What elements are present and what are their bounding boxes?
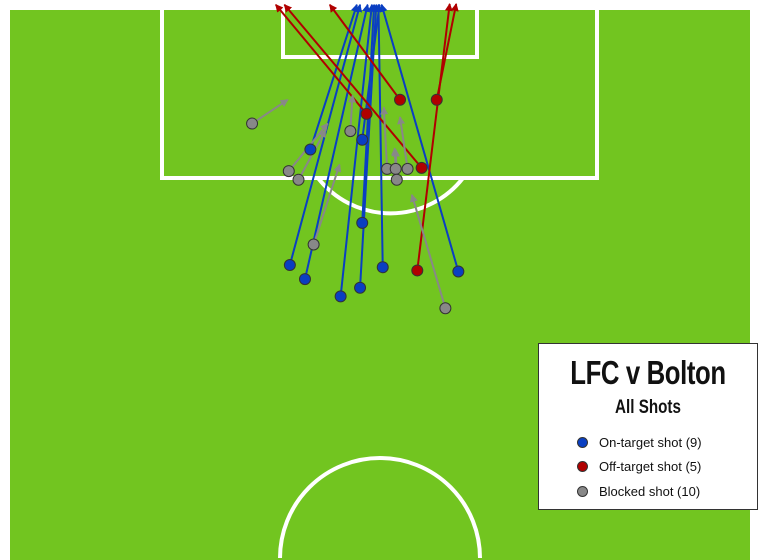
on-target-shot-trajectory bbox=[309, 3, 359, 150]
blocked-shot-trajectory bbox=[410, 193, 447, 309]
legend-item-blocked: Blocked shot (10) bbox=[577, 479, 702, 504]
legend-label: Off-target shot (5) bbox=[599, 459, 702, 475]
penalty-arc bbox=[316, 176, 465, 216]
off-target-shot-trajectory bbox=[329, 3, 401, 101]
legend-item-off-target: Off-target shot (5) bbox=[577, 455, 702, 480]
legend: LFC v Bolton All Shots On-target shot (9… bbox=[538, 343, 758, 510]
legend-label: On-target shot (9) bbox=[599, 434, 702, 450]
on-target-shot-point bbox=[304, 143, 317, 156]
off-target-shot-trajectory bbox=[416, 3, 453, 271]
on-target-shot-point bbox=[334, 290, 347, 303]
on-target-shot-point bbox=[452, 265, 465, 278]
legend-label: Blocked shot (10) bbox=[599, 483, 701, 499]
chart-subtitle: All Shots bbox=[615, 397, 681, 418]
blocked-shot-point bbox=[292, 173, 305, 186]
on-target-shot-point bbox=[376, 261, 389, 274]
chart-title: LFC v Bolton bbox=[570, 354, 726, 391]
blocked-shot-point bbox=[282, 165, 295, 178]
off-target-shot-point bbox=[360, 107, 373, 120]
penalty-box bbox=[160, 0, 599, 180]
on-target-shot-point bbox=[283, 259, 296, 272]
blocked-shot-trajectory bbox=[397, 116, 409, 170]
blocked-shot-trajectory bbox=[380, 106, 389, 169]
centre-circle bbox=[278, 456, 482, 559]
on-target-shot-point bbox=[298, 273, 311, 286]
blocked-shot-point bbox=[344, 125, 357, 138]
blocked-shot-trajectory bbox=[251, 98, 289, 125]
legend-swatch bbox=[577, 436, 588, 448]
off-target-shot-trajectory bbox=[283, 3, 423, 169]
off-target-shot-point bbox=[394, 93, 407, 106]
off-target-shot-point bbox=[415, 161, 428, 174]
on-target-shot-trajectory bbox=[304, 3, 370, 280]
blocked-shot-point bbox=[390, 173, 403, 186]
legend-swatch bbox=[577, 485, 588, 497]
blocked-shot-point bbox=[439, 302, 452, 315]
blocked-shot-trajectory bbox=[312, 163, 342, 245]
on-target-shot-point bbox=[356, 133, 369, 146]
legend-swatch bbox=[577, 461, 588, 473]
blocked-shot-point bbox=[389, 162, 402, 175]
blocked-shot-point bbox=[307, 238, 320, 251]
blocked-shot-point bbox=[401, 162, 414, 175]
on-target-shot-point bbox=[356, 216, 369, 229]
blocked-shot-point bbox=[246, 117, 259, 130]
on-target-shot-trajectory bbox=[379, 3, 460, 272]
legend-item-on-target: On-target shot (9) bbox=[577, 430, 702, 455]
on-target-shot-point bbox=[354, 281, 367, 294]
off-target-shot-point bbox=[430, 93, 443, 106]
off-target-shot-point bbox=[411, 264, 424, 277]
on-target-shot-trajectory bbox=[374, 3, 384, 268]
